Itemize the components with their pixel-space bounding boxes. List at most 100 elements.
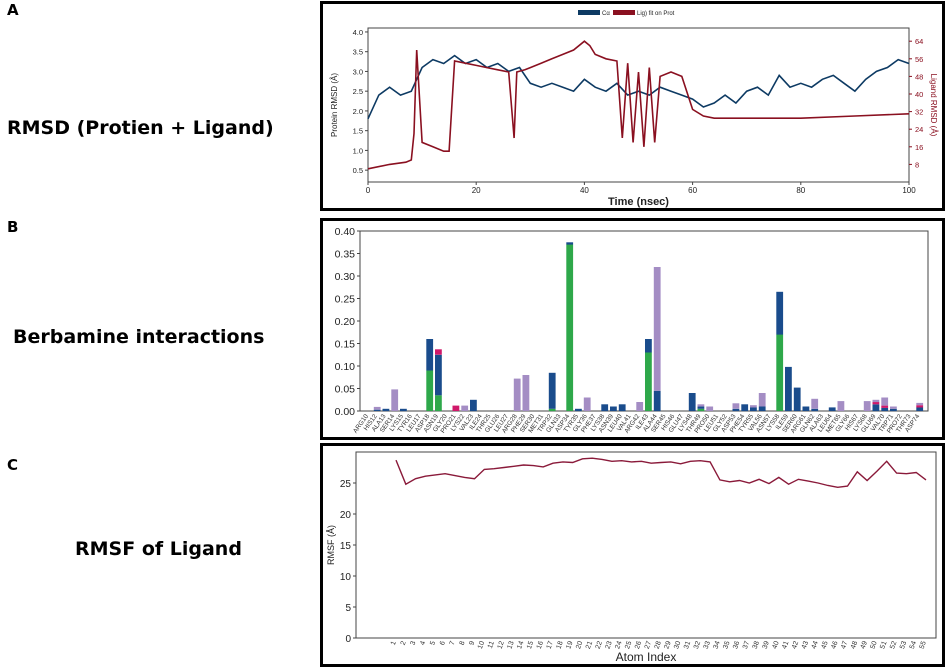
y-tick-label: 10 [340,572,352,583]
y-tick-label: 0.10 [335,361,356,373]
hbond-segment [426,370,434,411]
hbond-segment [776,334,784,411]
plot-area [355,451,937,639]
y-axis-label: RMSF (Å) [326,525,336,565]
legend-label-ligand: Lig) fit on Prot [637,11,675,17]
hydrophobic-segment [566,242,574,245]
y-right-tick-label: 64 [915,37,923,46]
panel-label-rmsf: RMSF of Ligand [75,538,242,560]
water-bridge-segment [391,389,399,411]
hydrophobic-segment [382,408,390,412]
ionic-segment [872,402,880,405]
x-tick-label: 80 [796,186,805,195]
water-bridge-segment [732,403,740,409]
x-tick-label: 34 [713,640,722,650]
hydrophobic-segment [426,339,434,371]
hydrophobic-segment [802,406,810,411]
hydrophobic-segment [601,404,609,412]
x-tick-label: 46 [830,640,839,650]
hydrophobic-segment [688,393,696,411]
hydrophobic-segment [732,408,740,412]
x-tick-label: 8 [459,640,467,646]
x-tick-label: 30 [673,640,682,650]
y-tick-label: 0.35 [335,249,356,261]
y-tick-label: 0.15 [335,339,356,351]
hydrophobic-segment [828,407,836,411]
hydrophobic-segment [400,408,407,412]
hydrophobic-segment [776,291,784,335]
x-tick-label: 20 [472,186,481,195]
x-tick-label: 24 [614,640,623,650]
y-right-tick-label: 48 [915,72,923,81]
x-tick-label: 45 [821,640,830,650]
water-bridge-segment [522,375,530,411]
x-tick-label: 5 [429,640,437,646]
hbond-segment [566,244,574,411]
y-tick-label: 3.5 [353,48,363,57]
x-tick-label: 44 [811,640,820,650]
water-bridge-segment [697,404,705,407]
x-tick-label: 37 [742,640,751,650]
x-tick-label: 25 [624,640,633,650]
y-tick-label: 3.0 [353,67,363,76]
y-tick-label: 5 [345,603,351,614]
y-tick-label: 1.5 [353,127,363,136]
rmsf-chart-frame: 0 5 10 15 20 25 1 2 3 4 5 6 7 8 9 10 11 12 13 14 15 16 17 18 19 2… [320,443,945,667]
y-tick-label: 0.00 [335,406,356,418]
x-tick-label: 53 [899,640,908,650]
x-tick-label: 48 [850,640,859,650]
x-tick-label: 55 [919,640,928,650]
x-tick-label: 11 [487,640,496,649]
protein-rmsd-line [367,54,910,120]
x-tick-label: 1 [390,640,398,646]
panel-letter-a: A [7,1,19,19]
hydrophobic-segment [645,339,652,353]
hydrophobic-segment [785,366,792,411]
ligand-rmsd-line [367,40,910,170]
x-tick-label: 36 [732,640,741,650]
x-tick-label: 33 [703,640,712,650]
panel-label-rmsd: RMSD (Protien + Ligand) [7,117,274,139]
y-right-tick-label: 32 [915,108,923,117]
water-bridge-segment [863,401,871,411]
water-bridge-segment [706,406,714,411]
ionic-segment [916,405,924,408]
water-bridge-segment [916,402,924,406]
hydrophobic-segment [890,408,897,412]
hbond-segment [697,408,705,412]
x-tick-label: 19 [565,640,574,650]
panel-label-interactions: Berbamine interactions [13,326,265,348]
water-bridge-segment [513,378,521,411]
y-tick-label: 1.0 [353,146,363,155]
x-tick-label: 18 [556,640,565,650]
y-tick-label: 15 [340,541,352,552]
x-tick-label: 14 [516,640,525,650]
x-tick-label: 12 [497,640,506,650]
hydrophobic-segment [373,409,381,411]
water-bridge-segment [890,406,897,409]
y-tick-label: 0.40 [335,226,356,238]
x-tick-label: 32 [693,640,702,650]
y-right-axis-label: Ligand RMSD (Å) [929,74,938,137]
x-tick-label: 20 [575,640,584,650]
plot-area [367,27,910,183]
x-axis-label: Time (nsec) [608,196,669,208]
panel-letter-b: B [7,218,19,236]
hydrophobic-segment [435,354,442,396]
hydrophobic-segment [470,399,477,412]
x-tick-label: 41 [781,640,790,650]
ionic-segment [452,405,460,411]
y-tick-label: 25 [340,479,352,490]
water-bridge-segment [750,405,757,408]
x-axis-label: Atom Index [616,650,677,664]
y-tick-label: 0.20 [335,316,356,328]
hydrophobic-segment [811,408,819,412]
x-tick-label: 15 [526,640,535,650]
y-right-tick-label: 24 [915,125,923,134]
x-tick-label: 7 [449,640,457,646]
x-tick-label: 9 [468,640,476,646]
y-tick-label: 2.5 [353,87,363,96]
x-tick-label: 40 [771,640,780,650]
x-tick-label: 13 [506,640,515,650]
